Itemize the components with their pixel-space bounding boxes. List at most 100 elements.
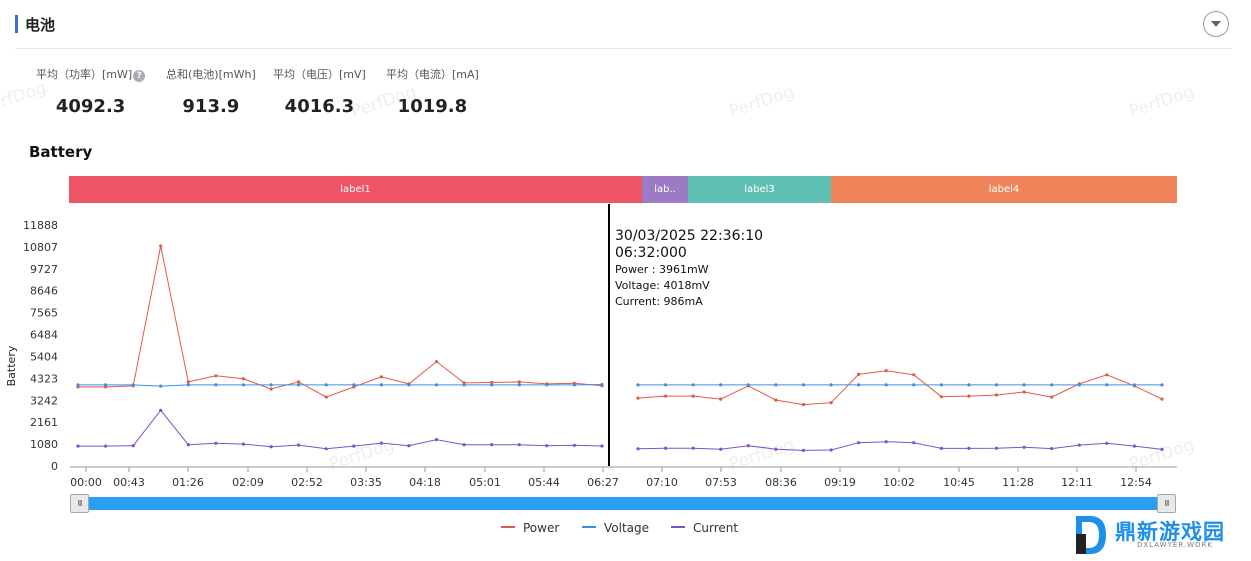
zoom-slider-right-handle[interactable]: III <box>1157 494 1176 513</box>
data-point-current <box>297 443 301 447</box>
data-point-power <box>1050 395 1054 399</box>
data-point-power <box>664 394 668 398</box>
brand-logo-icon <box>1076 516 1106 554</box>
data-point-current <box>967 446 971 450</box>
data-point-power <box>1105 373 1109 377</box>
data-point-current <box>636 447 640 451</box>
y-tick-label: 6484 <box>30 329 58 342</box>
x-tick-label: 09:19 <box>824 476 856 489</box>
data-point-current <box>324 447 328 451</box>
y-axis-title: Battery <box>5 345 18 386</box>
brand-watermark: 鼎新游戏园 DXLAWYER.WORK <box>1072 512 1234 558</box>
data-point-current <box>1105 441 1109 445</box>
zoom-slider-left-handle[interactable]: III <box>70 494 89 513</box>
label-segment-3[interactable]: label3 <box>688 176 831 203</box>
data-point-current <box>131 444 135 448</box>
x-tick-label: 02:52 <box>291 476 323 489</box>
label-segment-1[interactable]: label1 <box>69 176 642 203</box>
data-point-voltage <box>691 383 695 387</box>
chart-tooltip: 30/03/2025 22:36:10 06:32:000 Power : 39… <box>615 228 763 310</box>
data-point-current <box>490 443 494 447</box>
data-point-voltage <box>746 383 750 387</box>
legend-swatch-power <box>501 526 515 528</box>
series-line-power <box>78 245 603 398</box>
data-point-voltage <box>1050 383 1054 387</box>
y-tick-label: 1080 <box>30 438 58 451</box>
series-line-voltage <box>78 384 603 387</box>
x-tick-label: 12:54 <box>1120 476 1152 489</box>
help-icon[interactable]: ? <box>133 70 146 82</box>
data-point-voltage <box>434 383 439 387</box>
collapse-toggle-button[interactable] <box>1203 11 1229 37</box>
data-point-voltage <box>664 383 668 387</box>
y-tick-label: 4323 <box>30 372 58 385</box>
data-point-power <box>774 398 778 402</box>
data-point-voltage <box>719 383 723 387</box>
section-header: 电池 <box>0 0 1251 50</box>
data-point-power <box>214 374 218 378</box>
data-point-power <box>719 397 723 401</box>
x-tick-label: 10:45 <box>943 476 975 489</box>
legend-label: Power <box>523 521 560 535</box>
stat-label: 平均（电压）[mV] <box>273 68 366 81</box>
label-segment-4[interactable]: label4 <box>831 176 1177 203</box>
x-tick-label: 04:18 <box>409 476 441 489</box>
zoom-slider-track[interactable] <box>72 497 1175 510</box>
x-tick-label: 07:10 <box>646 476 678 489</box>
chevron-down-icon <box>1211 21 1221 27</box>
data-point-power <box>884 369 888 373</box>
data-point-voltage <box>774 383 778 387</box>
data-point-voltage <box>324 383 328 387</box>
data-point-current <box>912 441 916 445</box>
header-divider <box>15 48 1231 49</box>
data-point-power <box>490 380 494 385</box>
tooltip-time: 06:32:000 <box>615 245 687 261</box>
data-point-power <box>912 373 916 377</box>
data-point-current <box>1160 447 1164 451</box>
stat-average-power: 平均（功率）[mW]? 4092.3 <box>36 66 146 117</box>
data-point-voltage <box>462 383 466 387</box>
x-tick-label: 07:53 <box>705 476 737 489</box>
data-point-power <box>994 393 999 397</box>
y-tick-label: 2161 <box>30 416 58 429</box>
x-tick-label: 00:43 <box>113 476 145 489</box>
data-point-current <box>774 447 778 451</box>
data-point-voltage <box>884 383 888 387</box>
data-point-voltage <box>490 383 494 387</box>
x-tick-label: 03:35 <box>350 476 382 489</box>
legend-label: Current <box>693 521 739 535</box>
data-point-current <box>379 441 383 445</box>
data-point-power <box>241 377 246 381</box>
data-point-voltage <box>1022 383 1026 387</box>
data-point-current <box>746 444 750 448</box>
stat-value: 4016.3 <box>284 96 355 117</box>
legend-swatch-current <box>671 526 685 528</box>
y-tick-label: 3242 <box>30 394 58 407</box>
y-tick-label: 5404 <box>30 350 58 363</box>
series-line-current <box>637 441 1163 451</box>
legend-item-voltage[interactable]: Voltage <box>582 521 649 535</box>
data-point-power <box>857 372 861 376</box>
data-point-current <box>269 445 273 449</box>
label-segment-2[interactable]: lab.. <box>642 176 688 203</box>
x-tick-label: 11:28 <box>1002 476 1034 489</box>
x-tick-label: 12:11 <box>1061 476 1093 489</box>
stat-value: 1019.8 <box>397 96 468 117</box>
data-point-current <box>1022 445 1026 449</box>
legend-item-power[interactable]: Power <box>501 521 559 535</box>
data-point-voltage <box>801 383 806 387</box>
legend-item-current[interactable]: Current <box>671 521 738 535</box>
data-point-current <box>104 444 108 448</box>
x-tick-label: 06:27 <box>587 476 619 489</box>
data-point-current <box>939 446 944 450</box>
data-point-current <box>517 443 521 447</box>
data-point-voltage <box>572 383 577 387</box>
data-point-power <box>324 395 328 399</box>
data-point-voltage <box>1077 383 1081 387</box>
data-point-current <box>352 444 356 448</box>
legend-swatch-voltage <box>582 526 596 528</box>
data-point-voltage <box>1160 383 1164 387</box>
data-point-voltage <box>600 382 604 387</box>
data-point-current <box>719 447 723 451</box>
